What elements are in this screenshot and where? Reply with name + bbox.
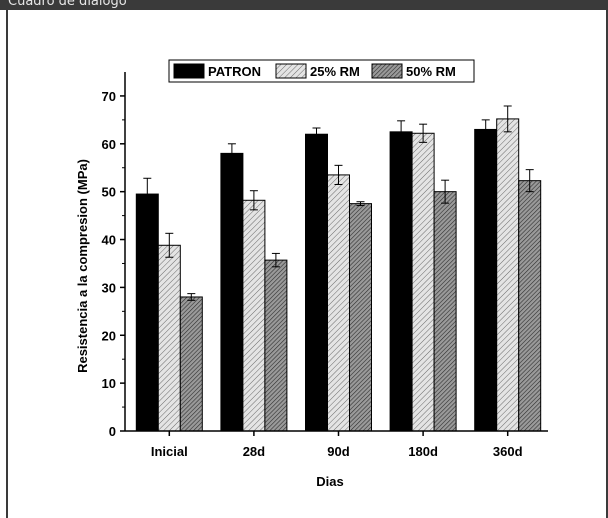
bar-50-rm-inicial [179, 296, 203, 432]
legend-swatch-25rm [275, 63, 307, 79]
bar-25-rm-inicial [157, 244, 181, 432]
x-tick-label: 28d [243, 444, 265, 459]
legend-label-25rm: 25% RM [310, 64, 360, 79]
y-tick-label: 60 [102, 137, 116, 152]
legend-label-patron: PATRON [208, 64, 261, 79]
bar-50-rm-28d [264, 259, 288, 432]
y-tick-label: 50 [102, 185, 116, 200]
legend-swatch-patron [173, 63, 205, 79]
bar-patron-inicial [135, 193, 159, 432]
bar-25-rm-360d [496, 118, 520, 432]
bar-50-rm-90d [349, 203, 372, 432]
window-title: Cuadro de diálogo [8, 0, 127, 9]
y-tick-label: 30 [102, 280, 116, 295]
y-tick-label: 20 [102, 328, 116, 343]
bar-patron-28d [220, 152, 244, 432]
chart-legend: PATRON 25% RM 50% RM [168, 59, 475, 83]
legend-swatch-50rm [371, 63, 403, 79]
bar-patron-180d [389, 131, 413, 432]
bar-25-rm-28d [242, 199, 266, 432]
window-border-right [606, 10, 608, 518]
x-axis-ticks: Inicial 28d 90d 180d 360d [151, 431, 523, 459]
legend-label-50rm: 50% RM [406, 64, 456, 79]
x-tick-label: 180d [408, 444, 438, 459]
y-tick-label: 70 [102, 89, 116, 104]
x-tick-label: 360d [493, 444, 523, 459]
bar-patron-90d [305, 133, 328, 432]
bar-25-rm-180d [411, 132, 435, 432]
x-tick-label: 90d [327, 444, 349, 459]
chart-bars [135, 105, 542, 432]
y-tick-label: 10 [102, 376, 116, 391]
y-tick-label: 0 [109, 424, 116, 439]
x-axis-label: Dias [316, 474, 343, 489]
y-axis-ticks: 0 10 20 30 40 50 60 70 [102, 89, 125, 439]
y-axis-label: Resistencia a la compresion (MPa) [75, 159, 90, 373]
bar-50-rm-360d [518, 180, 542, 432]
window-border-left [6, 10, 8, 518]
x-tick-label: Inicial [151, 444, 188, 459]
title-bar[interactable]: Cuadro de diálogo [0, 0, 608, 10]
bar-patron-360d [474, 128, 498, 432]
bar-50-rm-180d [433, 191, 457, 432]
bar-25-rm-90d [327, 174, 350, 432]
y-tick-label: 40 [102, 233, 116, 248]
